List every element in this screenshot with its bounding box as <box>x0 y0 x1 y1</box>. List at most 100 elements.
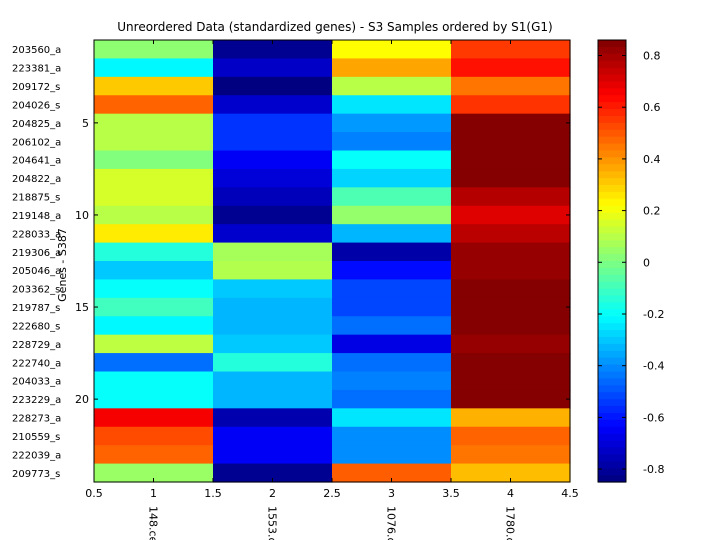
heatmap-cell <box>332 168 452 188</box>
heatmap-cell <box>451 371 571 391</box>
colorbar-segment <box>598 102 626 110</box>
heatmap-cell <box>213 205 333 225</box>
x-tick-label: 3.5 <box>442 487 460 500</box>
heatmap-cell <box>213 113 333 133</box>
heatmap-cell <box>94 95 214 115</box>
colorbar-segment <box>598 219 626 228</box>
colorbar-segment <box>598 406 626 414</box>
heatmap-cell <box>332 150 452 170</box>
row-label: 209773_s <box>12 469 60 480</box>
heatmap-cell <box>451 113 571 133</box>
heatmap-cell <box>213 168 333 188</box>
heatmap-cell <box>332 76 452 96</box>
heatmap-cell <box>94 113 214 133</box>
heatmap-cell <box>451 168 571 188</box>
heatmap-cell <box>213 261 333 281</box>
heatmap-cell <box>451 40 571 60</box>
colorbar-segment <box>598 247 626 255</box>
colorbar-segment <box>598 475 626 483</box>
heatmap-cell <box>213 463 333 483</box>
heatmap-cell <box>94 150 214 170</box>
heatmap-cell <box>451 76 571 96</box>
heatmap-cell <box>213 389 333 409</box>
heatmap-cell <box>213 408 333 428</box>
heatmap-cell <box>213 132 333 152</box>
heatmap-cell <box>451 279 571 299</box>
heatmap-cell <box>94 463 214 483</box>
heatmap-cell <box>451 297 571 317</box>
heatmap-cell <box>451 334 571 354</box>
colorbar-segment <box>598 371 626 380</box>
colorbar-segment <box>598 81 626 89</box>
row-label: 206102_a <box>12 137 61 148</box>
heatmap-cell <box>94 389 214 409</box>
heatmap-cell <box>451 408 571 428</box>
heatmap-cell <box>451 426 571 446</box>
colorbar-segment <box>598 433 626 442</box>
heatmap-cell <box>451 95 571 115</box>
heatmap-cell <box>332 297 452 317</box>
colorbar-segment <box>598 392 626 400</box>
x-tick-label: 1.5 <box>204 487 222 500</box>
heatmap-cell <box>451 224 571 244</box>
heatmap-cell <box>213 334 333 354</box>
chart-title: Unreordered Data (standardized genes) - … <box>117 20 552 34</box>
row-label: 204026_s <box>12 100 60 111</box>
heatmap-cell <box>94 261 214 281</box>
heatmap-cell <box>332 242 452 262</box>
row-label: 203560_a <box>12 45 61 56</box>
heatmap-cell <box>213 150 333 170</box>
heatmap-cell <box>94 58 214 78</box>
colorbar-segment <box>598 164 626 172</box>
colorbar-segment <box>598 323 626 331</box>
colorbar-segment <box>598 419 626 428</box>
heatmap-cell <box>451 445 571 465</box>
colorbar-segment <box>598 157 626 165</box>
row-label: 204825_a <box>12 119 61 130</box>
colorbar-segment <box>598 136 626 145</box>
colorbar-segment <box>598 46 626 55</box>
row-label: 209172_s <box>12 82 60 93</box>
heatmap-cell <box>94 371 214 391</box>
heatmap-cell <box>213 371 333 391</box>
heatmap-cell <box>332 445 452 465</box>
colorbar-segment <box>598 336 626 345</box>
heatmap-cell <box>451 187 571 207</box>
row-label: 228033_a <box>12 229 61 240</box>
column-label: 1780.cel <box>504 506 517 540</box>
row-label: 205046_a <box>12 266 61 277</box>
heatmap-cell <box>94 316 214 336</box>
heatmap-cell <box>332 279 452 299</box>
heatmap-cell <box>332 95 452 115</box>
heatmap-cell <box>451 150 571 170</box>
column-labels: 148.cel 1553.cel 1076.cel 1780.cel <box>147 506 517 540</box>
colorbar-segment <box>598 261 626 269</box>
row-label: 204641_a <box>12 156 61 167</box>
heatmap-cell <box>94 353 214 373</box>
heatmap-cell <box>213 76 333 96</box>
colorbar-segment <box>598 129 626 138</box>
colorbar-segment <box>598 412 626 421</box>
colorbar-segment <box>598 281 626 290</box>
row-labels: 203560_a 223381_a 209172_s 204026_s 204825_a… <box>12 45 61 480</box>
colorbar-segment <box>598 95 626 103</box>
x-tick-label: 4.5 <box>561 487 579 500</box>
row-label: 219787_s <box>12 303 60 314</box>
colorbar-segment <box>598 254 626 262</box>
colorbar-segment <box>598 109 626 117</box>
colorbar-segment <box>598 205 626 214</box>
colorbar-segment <box>598 440 626 449</box>
colorbar-segment <box>598 74 626 83</box>
colorbar-segment <box>598 274 626 283</box>
row-label: 228729_a <box>12 340 61 351</box>
colorbar-segment <box>598 40 626 48</box>
heatmap-cell <box>332 132 452 152</box>
y-axis: 5 10 15 20 <box>75 117 570 406</box>
heatmap-cell <box>332 316 452 336</box>
heatmap-cell <box>332 389 452 409</box>
y-axis-label: Genes - S387 <box>56 228 69 302</box>
heatmap-cell <box>94 408 214 428</box>
heatmap-cell <box>94 334 214 354</box>
heatmap-cell <box>94 279 214 299</box>
